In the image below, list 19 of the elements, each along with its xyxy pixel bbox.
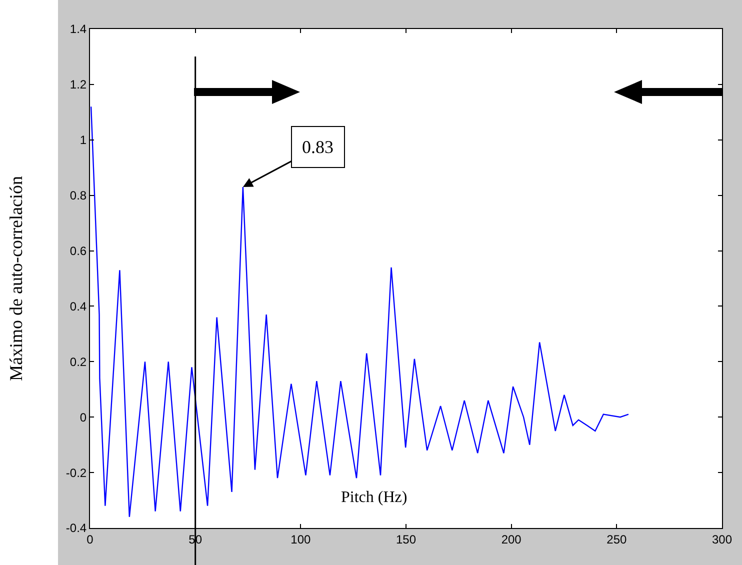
y-tick-label: 0 (80, 410, 87, 424)
y-tick-label: 0.6 (70, 244, 87, 258)
y-tick-label: 1.4 (70, 22, 87, 36)
x-tick-label: 200 (501, 532, 522, 546)
y-tick-label: 0.2 (70, 354, 87, 369)
y-tick-label: 1.2 (70, 78, 87, 92)
y-tick-label: 1 (80, 133, 87, 148)
x-tick-label: 150 (396, 532, 416, 546)
y-tick-label: -0.2 (66, 466, 87, 480)
y-axis-title: Máximo de auto-correlación (6, 176, 26, 381)
x-tick-label: 100 (290, 532, 311, 546)
x-tick-label: 250 (606, 532, 627, 546)
y-tick-label: -0.4 (66, 521, 87, 536)
x-axis-title: Pitch (Hz) (341, 489, 408, 506)
line-series (90, 106, 630, 518)
x-tick-label: 300 (712, 532, 732, 546)
y-tick-label: 0.8 (70, 188, 87, 203)
y-tick-label: 0.4 (70, 299, 87, 314)
annotation: 0.83 (302, 137, 334, 157)
